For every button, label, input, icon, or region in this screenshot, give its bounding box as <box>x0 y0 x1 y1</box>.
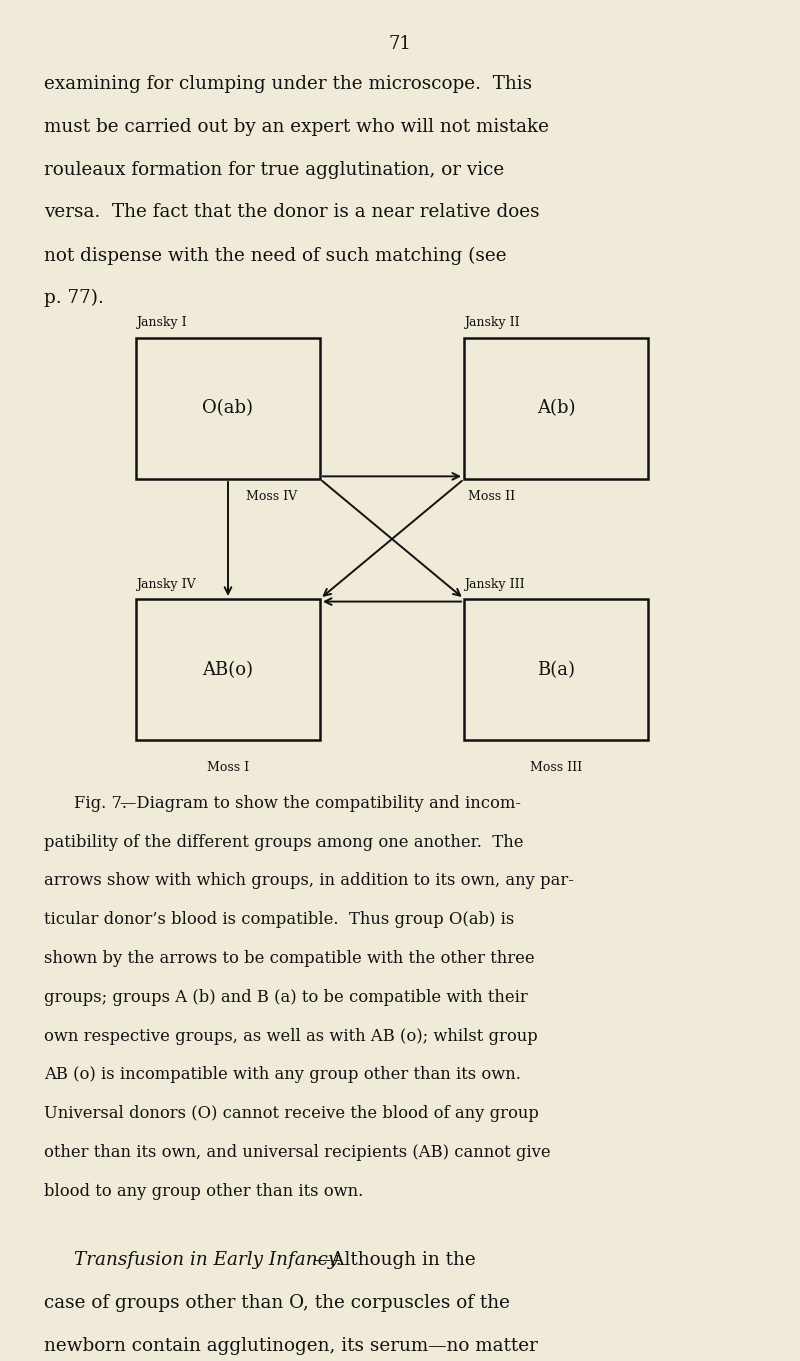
Text: Jansky II: Jansky II <box>464 316 520 329</box>
Text: Universal donors (O) cannot receive the blood of any group: Universal donors (O) cannot receive the … <box>44 1105 539 1121</box>
Text: AB(o): AB(o) <box>202 660 254 679</box>
Text: —Diagram to show the compatibility and incom-: —Diagram to show the compatibility and i… <box>120 795 521 811</box>
Text: O(ab): O(ab) <box>202 399 254 418</box>
Text: Moss IV: Moss IV <box>246 490 298 504</box>
Text: own respective groups, as well as with AB (o); whilst group: own respective groups, as well as with A… <box>44 1028 538 1044</box>
Text: blood to any group other than its own.: blood to any group other than its own. <box>44 1183 363 1199</box>
Text: 71: 71 <box>389 35 411 53</box>
Text: case of groups other than O, the corpuscles of the: case of groups other than O, the corpusc… <box>44 1294 510 1312</box>
Text: patibility of the different groups among one another.  The: patibility of the different groups among… <box>44 833 523 851</box>
Text: arrows show with which groups, in addition to its own, any par-: arrows show with which groups, in additi… <box>44 872 574 889</box>
Text: p. 77).: p. 77). <box>44 289 104 308</box>
Text: ticular donor’s blood is compatible.  Thus group O(ab) is: ticular donor’s blood is compatible. Thu… <box>44 912 514 928</box>
Text: shown by the arrows to be compatible with the other three: shown by the arrows to be compatible wit… <box>44 950 534 966</box>
Text: must be carried out by an expert who will not mistake: must be carried out by an expert who wil… <box>44 118 549 136</box>
Text: Jansky I: Jansky I <box>136 316 186 329</box>
Bar <box>464 599 648 740</box>
Text: examining for clumping under the microscope.  This: examining for clumping under the microsc… <box>44 75 532 93</box>
Text: Moss III: Moss III <box>530 761 582 774</box>
Text: Fig. 7.: Fig. 7. <box>74 795 127 811</box>
Text: A(b): A(b) <box>537 399 575 418</box>
Text: newborn contain agglutinogen, its serum—no matter: newborn contain agglutinogen, its serum—… <box>44 1337 538 1356</box>
Text: Jansky IV: Jansky IV <box>136 577 196 591</box>
Text: Moss I: Moss I <box>207 761 249 774</box>
Text: not dispense with the need of such matching (see: not dispense with the need of such match… <box>44 246 506 264</box>
Bar <box>464 338 648 479</box>
Text: Moss II: Moss II <box>468 490 515 504</box>
Text: Jansky III: Jansky III <box>464 577 525 591</box>
Text: versa.  The fact that the donor is a near relative does: versa. The fact that the donor is a near… <box>44 203 540 222</box>
Text: rouleaux formation for true agglutination, or vice: rouleaux formation for true agglutinatio… <box>44 161 504 178</box>
Text: —Although in the: —Although in the <box>313 1252 475 1270</box>
Text: other than its own, and universal recipients (AB) cannot give: other than its own, and universal recipi… <box>44 1145 550 1161</box>
Text: B(a): B(a) <box>537 660 575 679</box>
Text: AB (o) is incompatible with any group other than its own.: AB (o) is incompatible with any group ot… <box>44 1067 521 1083</box>
Bar <box>136 338 320 479</box>
Text: Transfusion in Early Infancy.: Transfusion in Early Infancy. <box>74 1252 342 1270</box>
Text: groups; groups A (b) and B (a) to be compatible with their: groups; groups A (b) and B (a) to be com… <box>44 989 528 1006</box>
Bar <box>136 599 320 740</box>
